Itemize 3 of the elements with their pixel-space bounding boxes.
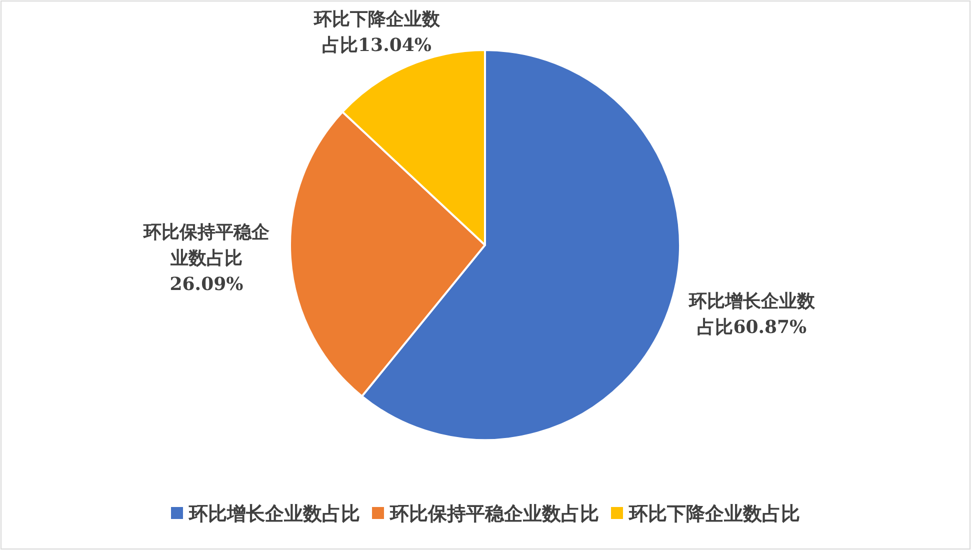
- legend-label: 环比保持平稳企业数占比: [389, 503, 599, 525]
- legend-label: 环比下降企业数占比: [628, 503, 800, 525]
- legend-label: 环比增长企业数占比: [188, 503, 360, 525]
